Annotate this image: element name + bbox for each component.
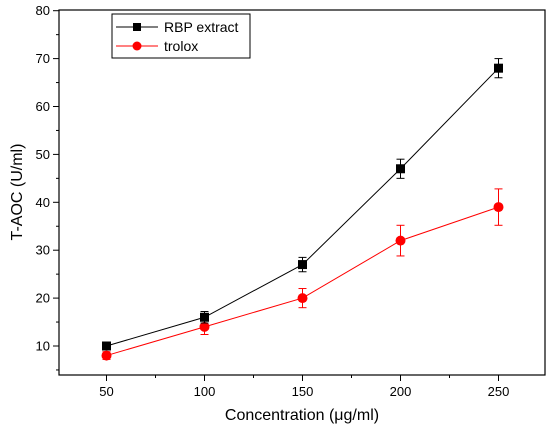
- y-tick-label: 70: [36, 51, 50, 66]
- y-tick-label: 80: [36, 3, 50, 18]
- x-tick-label: 200: [390, 384, 412, 399]
- plot-frame: [58, 9, 546, 376]
- x-tick-label: 150: [292, 384, 314, 399]
- legend-marker-square: [133, 23, 141, 31]
- x-tick-label: 100: [194, 384, 216, 399]
- legend-label-trolox: trolox: [164, 38, 198, 54]
- data-point: [199, 321, 210, 332]
- x-tick-label: 250: [488, 384, 510, 399]
- y-tick-label: 10: [36, 339, 50, 354]
- data-point: [200, 312, 209, 322]
- series-layer: [101, 58, 504, 361]
- legend-label-rbp-extract: RBP extract: [164, 19, 239, 35]
- legend-marker-circle: [132, 41, 142, 51]
- y-tick-label: 40: [36, 195, 50, 210]
- y-tick-label: 30: [36, 243, 50, 258]
- legend: RBP extract trolox: [111, 13, 251, 59]
- axes: 50 100 150 200 250 10 20 30 40 50 60 70 80: [36, 3, 510, 399]
- data-point: [102, 341, 111, 351]
- data-point: [493, 202, 504, 213]
- data-point: [494, 63, 503, 73]
- y-axis-title: T-AOC (U/ml): [9, 144, 26, 241]
- x-tick-label: 50: [99, 384, 113, 399]
- data-point: [101, 350, 112, 361]
- x-axis-title: Concentration (μg/ml): [225, 407, 379, 424]
- legend-box: [111, 13, 251, 59]
- data-point: [395, 235, 406, 246]
- series-rbp-extract: [102, 58, 503, 351]
- y-tick-label: 60: [36, 99, 50, 114]
- series-trolox: [101, 188, 504, 361]
- data-point: [297, 293, 308, 304]
- series-line: [106, 206, 499, 357]
- y-tick-label: 20: [36, 291, 50, 306]
- data-point: [396, 164, 405, 174]
- y-tick-label: 50: [36, 147, 50, 162]
- data-point: [298, 260, 307, 270]
